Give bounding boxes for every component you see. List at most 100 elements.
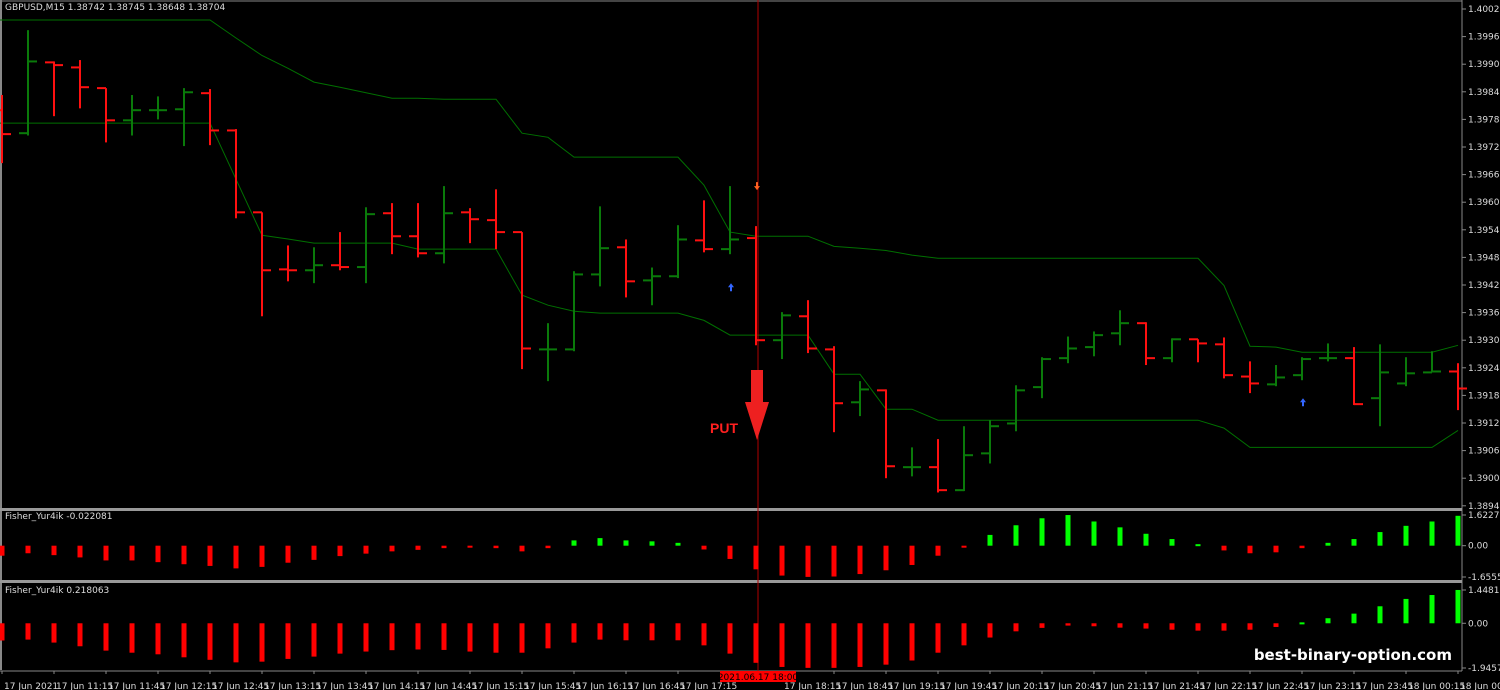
fisher1-bar: [337, 545, 343, 557]
channel-lower-line: [0, 122, 1459, 448]
ohlc-bar: [123, 95, 141, 136]
price-axis-label: 1.39185: [1468, 391, 1500, 401]
ohlc-bar: [929, 439, 947, 493]
price-axis-label: 1.39125: [1468, 419, 1500, 429]
put-arrow-icon: [745, 370, 769, 440]
fisher1-bar: [1169, 539, 1175, 546]
ohlc-bar: [1137, 322, 1155, 366]
fisher2-axis-label: 0.00: [1468, 619, 1488, 629]
fisher1-bar: [129, 545, 135, 561]
fisher1-bar: [77, 545, 83, 558]
ohlc-bar: [1215, 337, 1233, 379]
fisher2-bar: [1351, 613, 1357, 624]
fisher2-bar: [441, 623, 447, 650]
ohlc-bar: [45, 61, 63, 117]
time-axis-label: 17 Jun 14:45: [420, 682, 477, 690]
fisher1-bar: [675, 542, 681, 546]
fisher1-bar: [571, 540, 577, 546]
time-axis-label: 17 Jun 2021: [4, 682, 58, 690]
fisher2-axis-label: -1.945797: [1468, 664, 1500, 674]
ohlc-bar: [1319, 343, 1337, 362]
fisher1-bar: [597, 538, 603, 546]
fisher1-bar: [493, 545, 499, 549]
fisher1-bar: [1013, 525, 1019, 546]
ohlc-bar: [383, 203, 401, 255]
fisher1-bar: [1273, 545, 1279, 553]
fisher2-bar: [1429, 595, 1435, 624]
fisher1-bar: [987, 534, 993, 546]
cursor-time-label: 2021.06.17 18:00: [718, 673, 799, 683]
time-axis-label: 17 Jun 14:15: [368, 682, 425, 690]
ohlc-bar: [591, 206, 609, 287]
time-axis-label: 17 Jun 21:45: [1148, 682, 1205, 690]
price-axis-label: 1.39665: [1468, 171, 1500, 181]
time-axis-label: 17 Jun 12:15: [160, 682, 217, 690]
ohlc-bar: [721, 186, 739, 255]
price-axis-label: 1.40025: [1468, 5, 1500, 15]
ohlc-bar: [643, 267, 661, 306]
fisher1-bar: [753, 545, 759, 570]
price-axis-label: 1.39965: [1468, 33, 1500, 43]
fisher1-bar: [259, 545, 265, 567]
ohlc-bar: [1189, 338, 1207, 363]
fisher2-bar: [623, 623, 629, 641]
fisher1-bar: [0, 545, 5, 556]
time-axis-label: 17 Jun 18:15: [784, 682, 841, 690]
price-axis-label: 1.39065: [1468, 447, 1500, 457]
price-axis-label: 1.39605: [1468, 198, 1500, 208]
price-axis-label: 1.39545: [1468, 226, 1500, 236]
ohlc-bar: [487, 189, 505, 250]
fisher2-bar: [519, 623, 525, 653]
fisher2-bar: [779, 623, 785, 667]
fisher2-bar: [571, 623, 577, 643]
fisher1-axis-label: -1.655506: [1468, 573, 1500, 583]
ohlc-bar: [1085, 331, 1103, 357]
fisher2-bar: [1455, 589, 1461, 624]
ohlc-bar: [1163, 338, 1181, 363]
fisher2-bar: [935, 623, 941, 653]
price-axis-label: 1.39365: [1468, 309, 1500, 319]
ohlc-bar: [1345, 347, 1363, 406]
ohlc-bar: [1267, 365, 1285, 387]
ohlc-bar: [539, 323, 557, 382]
ohlc-bar: [955, 426, 973, 492]
fisher1-bar: [909, 545, 915, 565]
fisher1-bar: [1195, 544, 1201, 547]
ohlc-bar: [565, 271, 583, 352]
indicator2-title: Fisher_Yur4ik 0.218063: [5, 586, 110, 596]
price-axis-label: 1.39725: [1468, 143, 1500, 153]
ohlc-bar: [1293, 357, 1311, 381]
fisher2-bar: [259, 623, 265, 662]
fisher2-bar: [1377, 606, 1383, 624]
ohlc-bar: [1007, 385, 1025, 432]
fisher1-bar: [389, 545, 395, 552]
ohlc-bar: [409, 203, 427, 258]
fisher1-bar: [103, 545, 109, 561]
ohlc-bar: [201, 89, 219, 146]
fisher2-bar: [415, 623, 421, 650]
fisher2-bar: [909, 623, 915, 661]
ohlc-bar: [1397, 357, 1415, 387]
time-axis-label: 17 Jun 16:45: [628, 682, 685, 690]
fisher1-bar: [1039, 518, 1045, 546]
price-axis-label: 1.38945: [1468, 502, 1500, 512]
fisher2-bar: [1013, 623, 1019, 632]
price-axis-label: 1.39305: [1468, 336, 1500, 346]
fisher1-bar: [701, 545, 707, 550]
fisher1-bar: [1325, 542, 1331, 546]
fisher2-bar: [467, 623, 473, 652]
time-axis-label: 17 Jun 11:15: [56, 682, 113, 690]
fisher1-bar: [441, 545, 447, 549]
fisher2-bar: [597, 623, 603, 640]
time-axis-label: 17 Jun 17:15: [680, 682, 737, 690]
price-axis-label: 1.39005: [1468, 474, 1500, 484]
fisher1-bar: [1351, 539, 1357, 546]
panel-separator: [0, 580, 1462, 583]
ohlc-bar: [773, 312, 791, 360]
fisher1-bar: [155, 545, 161, 563]
fisher2-bar: [1065, 623, 1071, 626]
fisher2-bar: [1221, 623, 1227, 631]
ohlc-bar: [331, 232, 349, 271]
